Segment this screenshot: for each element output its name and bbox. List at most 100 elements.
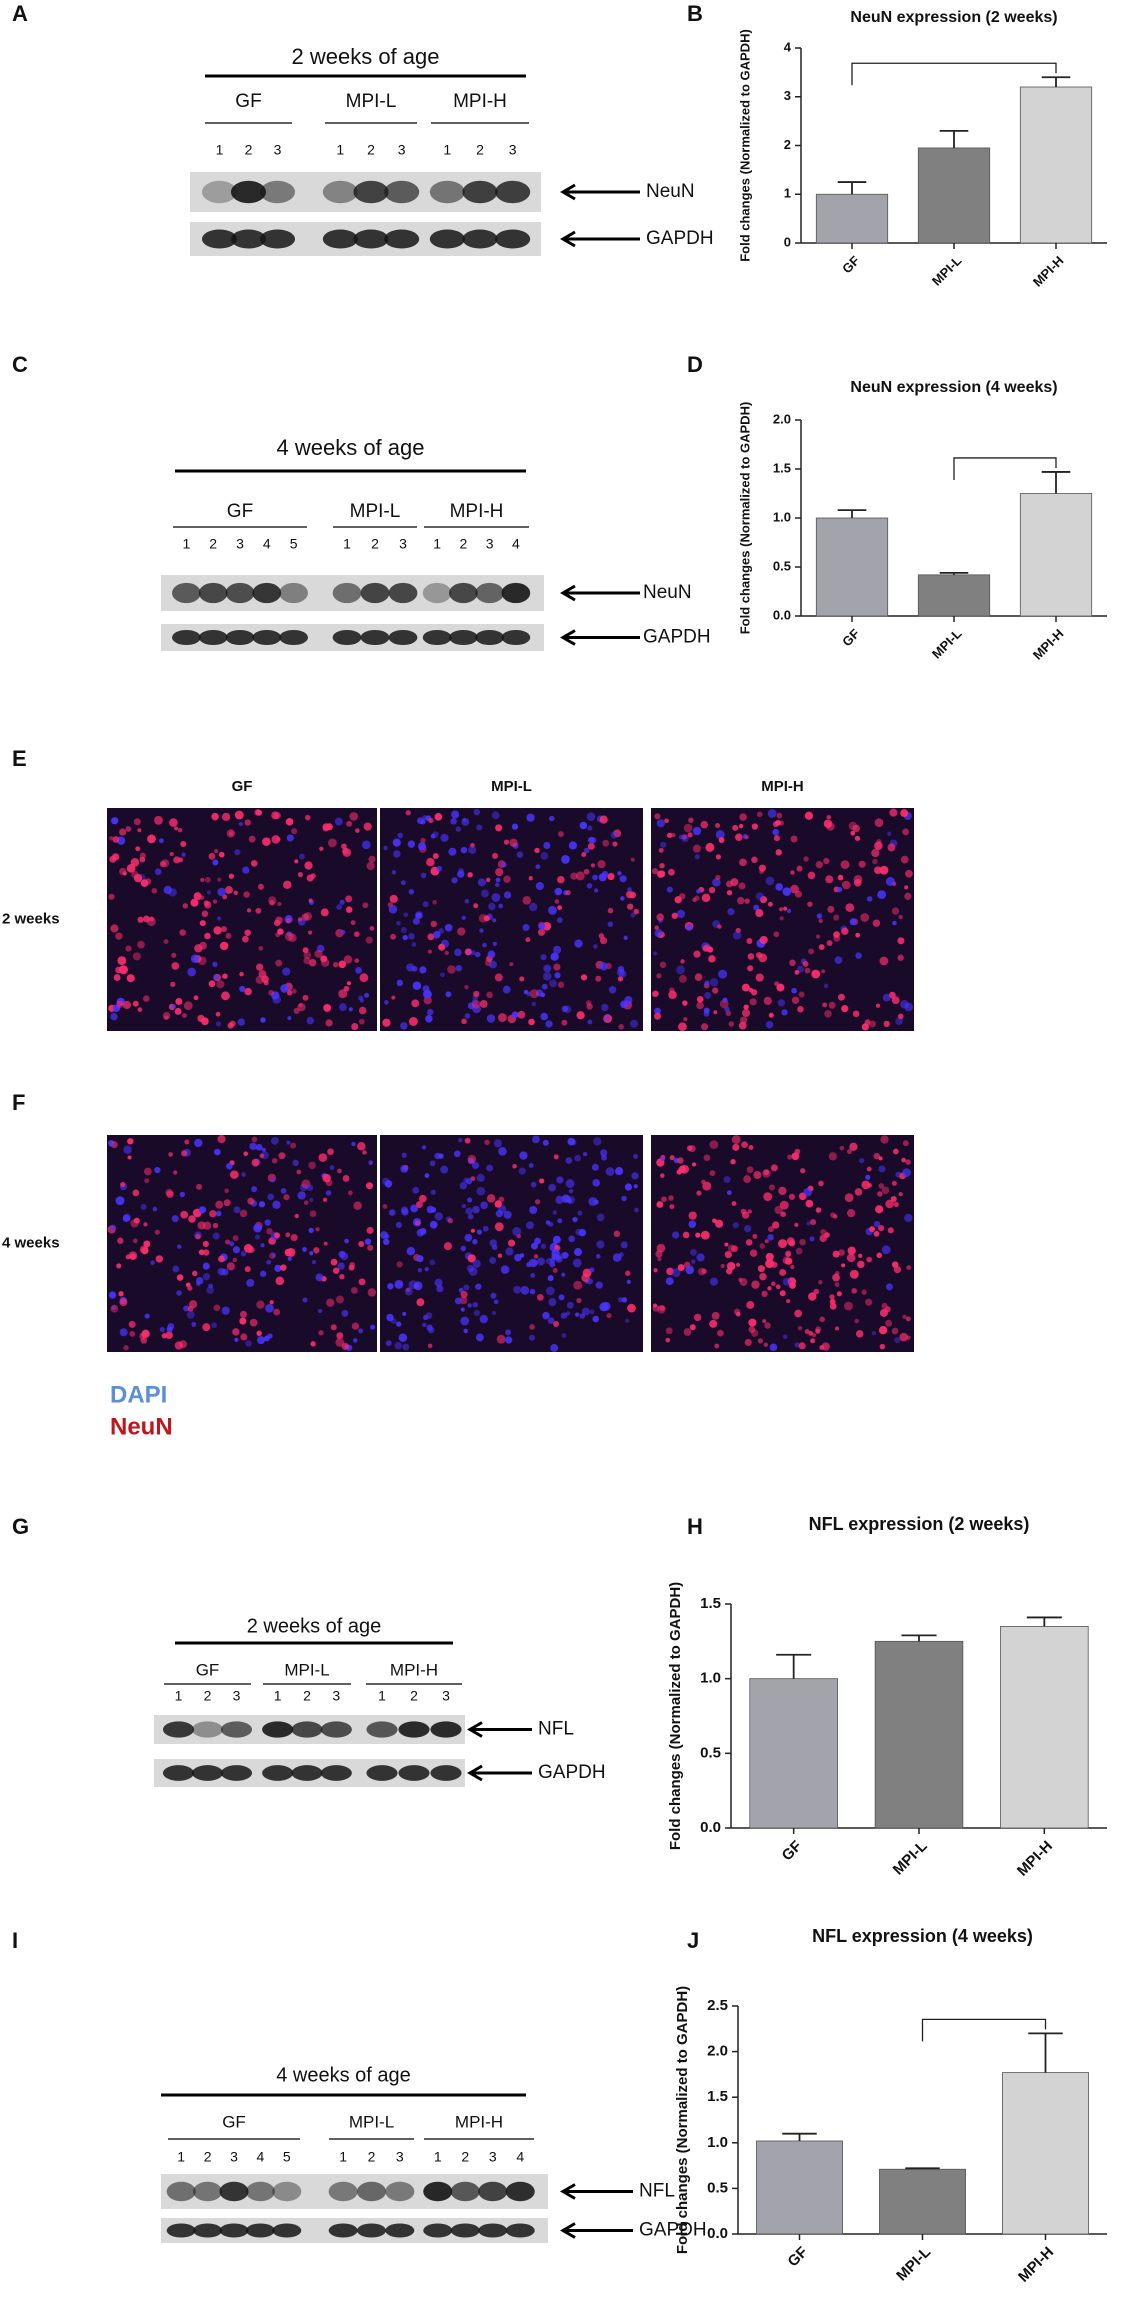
nucleus xyxy=(846,1149,852,1155)
nucleus xyxy=(829,1294,835,1300)
nucleus xyxy=(315,1273,324,1282)
nucleus xyxy=(346,820,353,827)
nucleus xyxy=(787,1154,793,1160)
nucleus xyxy=(834,956,843,964)
nucleus xyxy=(826,940,833,946)
nucleus xyxy=(602,870,609,877)
nucleus xyxy=(182,1013,187,1018)
y-tick-label: 0 xyxy=(784,234,791,249)
nucleus xyxy=(192,1270,198,1277)
nucleus xyxy=(309,1210,317,1218)
nucleus xyxy=(271,1158,278,1164)
nucleus xyxy=(839,1145,845,1151)
nucleus xyxy=(303,951,312,960)
blot-band xyxy=(423,2181,453,2202)
nucleus xyxy=(283,1194,290,1201)
panel-letter: C xyxy=(12,352,28,377)
nucleus xyxy=(803,1187,812,1197)
nucleus xyxy=(656,1201,664,1208)
nucleus xyxy=(875,1003,881,1008)
nucleus xyxy=(841,880,851,890)
nucleus xyxy=(402,934,408,941)
blot-band xyxy=(322,180,358,204)
nucleus xyxy=(634,1207,639,1213)
nucleus xyxy=(878,1165,886,1173)
nucleus xyxy=(308,1227,314,1233)
nucleus xyxy=(221,1306,230,1315)
nucleus xyxy=(218,1255,225,1263)
nucleus xyxy=(366,1226,374,1234)
nucleus xyxy=(891,907,900,915)
nucleus xyxy=(202,1240,209,1248)
nucleus xyxy=(905,869,913,878)
nucleus xyxy=(250,860,258,867)
nucleus xyxy=(852,1010,860,1018)
nucleus xyxy=(385,1340,392,1347)
nucleus xyxy=(302,994,309,1001)
nucleus xyxy=(530,1273,536,1278)
nucleus xyxy=(798,991,805,998)
nucleus xyxy=(472,1205,480,1214)
nucleus xyxy=(676,1169,682,1175)
nucleus xyxy=(574,939,583,948)
y-tick-label: 0.5 xyxy=(707,2179,728,2196)
nucleus xyxy=(213,1304,221,1312)
nucleus xyxy=(447,965,456,974)
nucleus xyxy=(179,929,186,936)
nucleus xyxy=(797,1005,804,1013)
nucleus xyxy=(461,1018,467,1025)
nucleus xyxy=(677,1264,685,1272)
nucleus xyxy=(415,912,422,919)
nucleus xyxy=(325,1019,333,1027)
error-bar xyxy=(939,571,969,575)
nucleus xyxy=(400,1164,409,1173)
nucleus xyxy=(657,1304,666,1314)
nucleus xyxy=(260,1243,265,1248)
nucleus xyxy=(556,1176,564,1184)
arrow xyxy=(560,584,640,602)
nucleus xyxy=(382,1018,391,1027)
blot-band xyxy=(166,2223,196,2238)
nucleus xyxy=(255,907,262,914)
nucleus xyxy=(125,826,132,832)
nucleus xyxy=(882,993,891,1002)
nucleus xyxy=(700,1230,710,1240)
nucleus xyxy=(768,1012,774,1018)
nucleus xyxy=(739,813,747,821)
error-bar xyxy=(1028,2032,1063,2073)
nucleus xyxy=(397,832,404,839)
nucleus xyxy=(777,999,785,1007)
nucleus xyxy=(325,1190,332,1196)
band-label: GAPDH xyxy=(639,2220,707,2241)
row-label: 4 weeks xyxy=(2,1234,60,1251)
nucleus xyxy=(621,1195,627,1202)
nucleus xyxy=(782,887,792,896)
nucleus xyxy=(693,1313,702,1322)
nucleus xyxy=(150,1260,155,1265)
nucleus xyxy=(367,1288,377,1297)
nucleus xyxy=(319,846,324,851)
arrow xyxy=(467,1764,532,1782)
nucleus xyxy=(551,1249,560,1258)
nucleus xyxy=(151,888,158,894)
nucleus xyxy=(808,948,815,955)
nucleus xyxy=(700,820,709,829)
nucleus xyxy=(348,1007,353,1012)
nucleus xyxy=(348,1264,355,1271)
nucleus xyxy=(320,955,328,963)
nucleus xyxy=(779,1290,786,1297)
nucleus xyxy=(797,1325,803,1331)
lane-label: 2 xyxy=(303,1688,311,1704)
nucleus xyxy=(196,1183,203,1190)
nucleus xyxy=(748,1144,754,1150)
blot-band xyxy=(191,1721,224,1738)
nucleus xyxy=(208,1283,214,1289)
nucleus xyxy=(244,819,251,826)
group-label: GF xyxy=(222,2112,246,2131)
nucleus xyxy=(274,1232,281,1239)
nucleus xyxy=(204,901,212,909)
nucleus xyxy=(509,838,518,847)
nucleus xyxy=(232,1257,238,1263)
blot-band xyxy=(201,180,238,204)
nucleus xyxy=(891,1261,899,1268)
